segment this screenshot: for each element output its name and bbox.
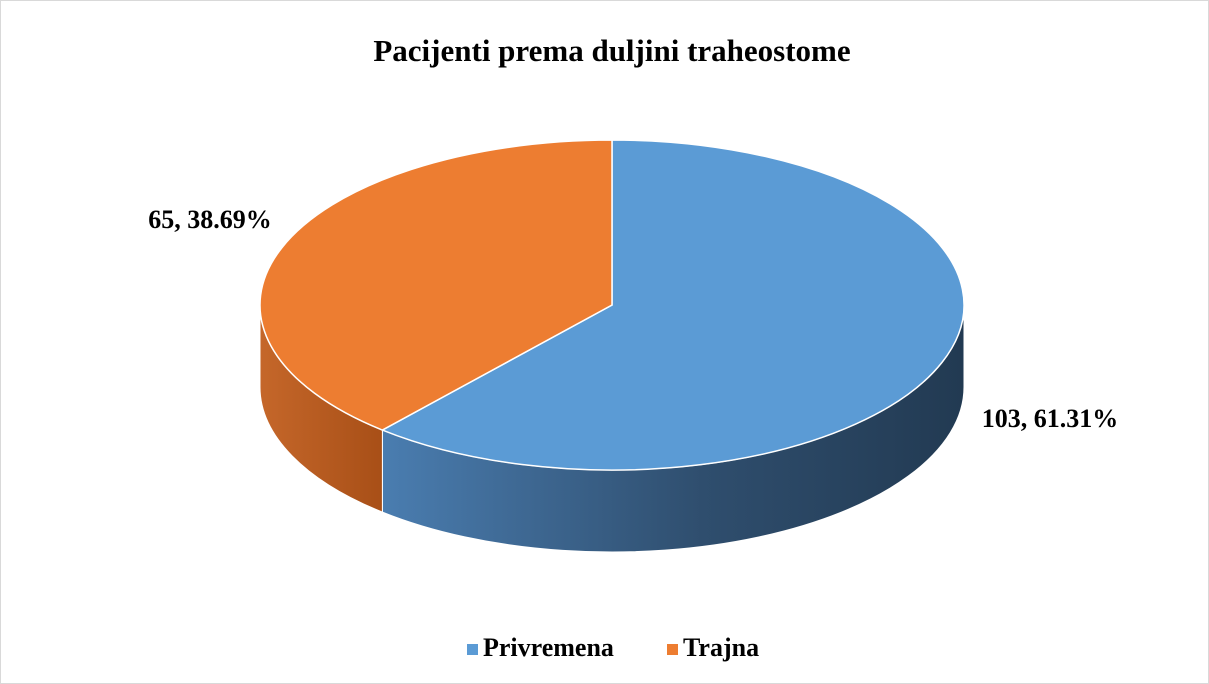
pie-slice bbox=[380, 139, 965, 471]
legend-swatch bbox=[667, 644, 678, 655]
data-label: 103, 61.31% bbox=[982, 404, 1119, 433]
chart-title: Pacijenti prema duljini traheostome bbox=[373, 33, 850, 68]
legend-swatch bbox=[467, 644, 478, 655]
data-label: 65, 38.69% bbox=[148, 205, 272, 234]
pie-slice bbox=[259, 139, 613, 431]
legend-label: Privremena bbox=[483, 633, 614, 662]
legend-label: Trajna bbox=[683, 633, 759, 662]
